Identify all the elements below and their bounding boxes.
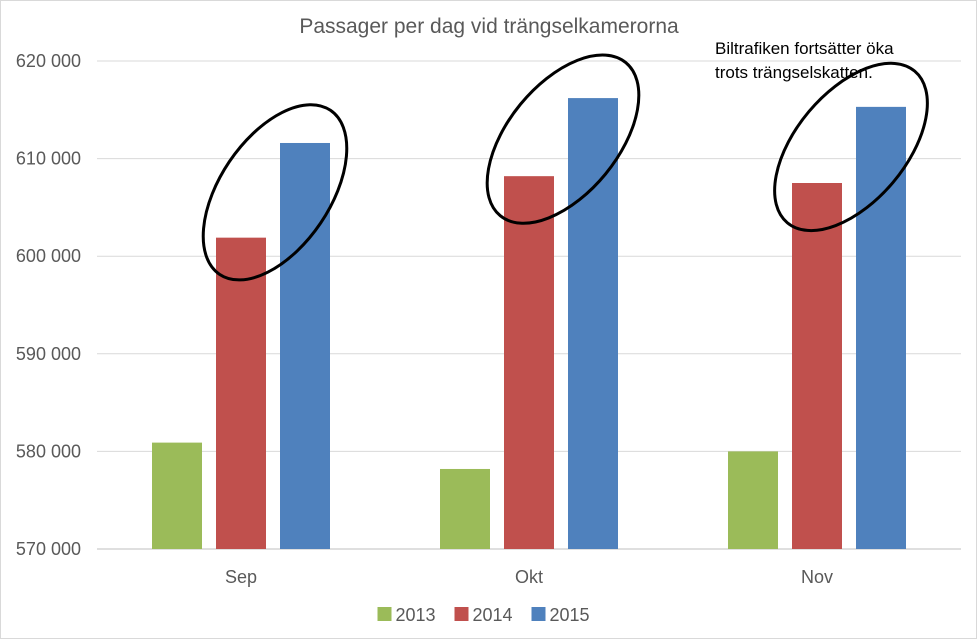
x-category-label: Nov (801, 567, 833, 587)
y-tick-label: 620 000 (16, 51, 81, 71)
legend-swatch-2014 (454, 607, 469, 621)
highlight-ellipses (201, 53, 929, 282)
bar-2014-Okt (504, 176, 554, 549)
bar-2013-Sep (152, 442, 202, 549)
bar-2013-Nov (728, 451, 778, 549)
y-tick-label: 590 000 (16, 344, 81, 364)
legend-swatch-2013 (377, 607, 392, 621)
bar-2014-Sep (216, 237, 266, 549)
bar-2014-Nov (792, 183, 842, 549)
annotation-line-2: trots trängselskatten. (715, 63, 873, 82)
legend-label: 2013 (396, 605, 436, 625)
x-category-label: Sep (225, 567, 257, 587)
chart-title: Passager per dag vid trängselkamerorna (299, 15, 679, 38)
legend-label: 2014 (473, 605, 513, 625)
y-tick-label: 570 000 (16, 539, 81, 559)
bar-2013-Okt (440, 468, 490, 549)
legend: 2013 2014 2015 (377, 605, 590, 625)
annotation-line-1: Biltrafiken fortsätter öka (715, 39, 894, 58)
y-axis-ticks: 570 000 580 000 590 000 600 000 610 000 620 0… (16, 51, 81, 559)
y-tick-label: 610 000 (16, 149, 81, 169)
bar-2015-Nov (856, 106, 906, 549)
highlight-ellipse (485, 53, 641, 225)
x-axis-categories: Sep Okt Nov (225, 567, 833, 587)
y-tick-label: 600 000 (16, 246, 81, 266)
x-category-label: Okt (515, 567, 543, 587)
highlight-ellipse (773, 61, 929, 233)
legend-label: 2015 (550, 605, 590, 625)
legend-swatch-2015 (531, 607, 546, 621)
bars (152, 98, 906, 549)
bar-2015-Okt (568, 98, 618, 549)
highlight-ellipse (201, 103, 349, 282)
bar-2015-Sep (280, 142, 330, 549)
y-tick-label: 580 000 (16, 441, 81, 461)
